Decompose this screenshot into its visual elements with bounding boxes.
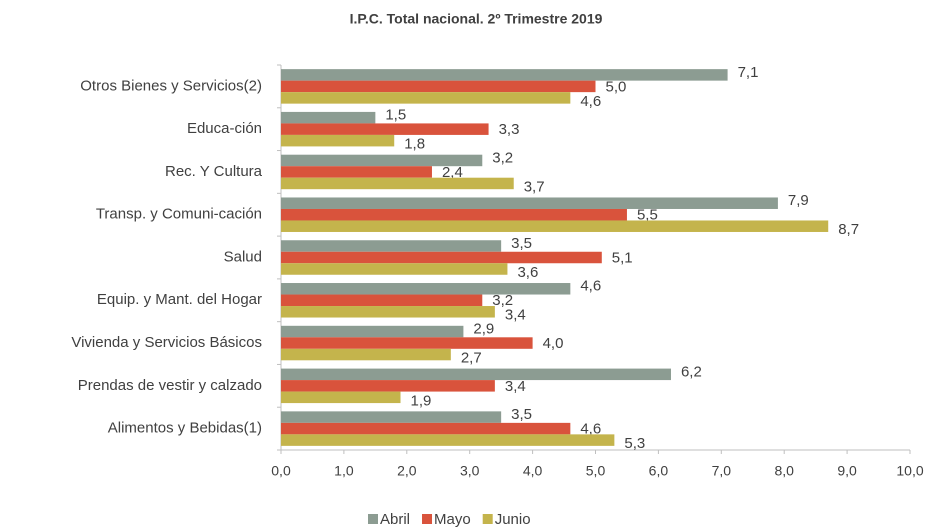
y-tick-label: Rec. Y Cultura	[165, 163, 263, 180]
value-label: 3,4	[505, 307, 526, 324]
bar	[281, 111, 376, 124]
bar	[281, 80, 596, 93]
legend-label: Abril	[380, 511, 410, 528]
x-tick-label: 2,0	[397, 463, 417, 479]
bar	[281, 263, 508, 275]
value-label: 4,0	[543, 335, 564, 352]
value-label: 7,9	[788, 192, 809, 209]
bar	[281, 154, 483, 167]
value-label: 5,5	[637, 207, 658, 224]
bar	[281, 251, 602, 264]
value-label: 3,5	[511, 406, 532, 423]
chart-title: I.P.C. Total nacional. 2º Trimestre 2019	[350, 11, 603, 27]
legend-swatch	[482, 514, 493, 524]
value-label: 5,1	[612, 249, 633, 266]
value-label: 4,6	[580, 278, 601, 295]
value-label: 3,7	[524, 178, 545, 195]
legend-swatch	[368, 514, 378, 524]
y-tick-label: Alimentos y Bebidas(1)	[108, 420, 262, 437]
x-tick-label: 6,0	[649, 463, 669, 479]
bar	[281, 368, 671, 381]
bar	[281, 434, 615, 446]
bar	[281, 177, 514, 190]
x-tick-label: 9,0	[837, 463, 857, 479]
bar	[281, 208, 627, 221]
value-label: 5,0	[606, 78, 627, 95]
bar	[281, 325, 464, 338]
value-label: 3,3	[499, 121, 520, 138]
bar	[281, 411, 502, 423]
bar	[281, 391, 401, 404]
value-label: 4,6	[580, 421, 601, 438]
bar	[281, 134, 395, 147]
y-tick-label: Prendas de vestir y calzado	[78, 377, 262, 394]
x-tick-label: 7,0	[712, 463, 732, 479]
bar	[281, 92, 571, 104]
bar	[281, 69, 728, 81]
bar	[281, 337, 533, 349]
value-label: 3,2	[492, 292, 513, 309]
x-tick-label: 0,0	[271, 463, 291, 479]
bar	[281, 348, 451, 361]
x-tick-label: 10,0	[896, 463, 923, 479]
x-tick-label: 1,0	[334, 463, 354, 479]
bar	[281, 294, 483, 307]
value-label: 2,4	[442, 164, 463, 181]
bar	[281, 166, 432, 178]
bar	[281, 240, 502, 252]
y-tick-label: Educa-ción	[187, 120, 262, 137]
bar	[281, 306, 495, 318]
x-tick-label: 4,0	[523, 463, 543, 479]
legend-swatch	[422, 514, 433, 524]
bar	[281, 220, 829, 232]
value-label: 6,2	[681, 363, 702, 380]
value-label: 5,3	[624, 435, 645, 452]
value-label: 3,6	[517, 264, 538, 281]
value-label: 3,2	[492, 149, 513, 166]
bar	[281, 197, 778, 209]
y-tick-label: Transp. y Comuni-cación	[96, 206, 262, 223]
value-label: 1,8	[404, 136, 425, 153]
legend-label: Mayo	[434, 511, 471, 528]
y-tick-label: Otros Bienes y Servicios(2)	[80, 77, 262, 94]
bar	[281, 283, 571, 295]
x-tick-label: 3,0	[460, 463, 480, 479]
value-label: 7,1	[738, 64, 759, 81]
y-tick-label: Vivienda y Servicios Básicos	[71, 334, 262, 351]
y-tick-label: Salud	[224, 248, 262, 265]
y-tick-label: Equip. y Mant. del Hogar	[97, 291, 262, 308]
x-tick-label: 8,0	[774, 463, 794, 479]
value-label: 8,7	[838, 221, 859, 238]
value-label: 3,5	[511, 235, 532, 252]
bar	[281, 123, 489, 135]
bar	[281, 422, 571, 435]
x-tick-label: 5,0	[586, 463, 606, 479]
bar	[281, 380, 495, 392]
value-label: 1,5	[385, 107, 406, 124]
value-label: 4,6	[580, 93, 601, 110]
value-label: 2,9	[473, 321, 494, 338]
value-label: 1,9	[411, 392, 432, 409]
legend-label: Junio	[495, 511, 531, 528]
value-label: 2,7	[461, 350, 482, 367]
value-label: 3,4	[505, 378, 526, 395]
